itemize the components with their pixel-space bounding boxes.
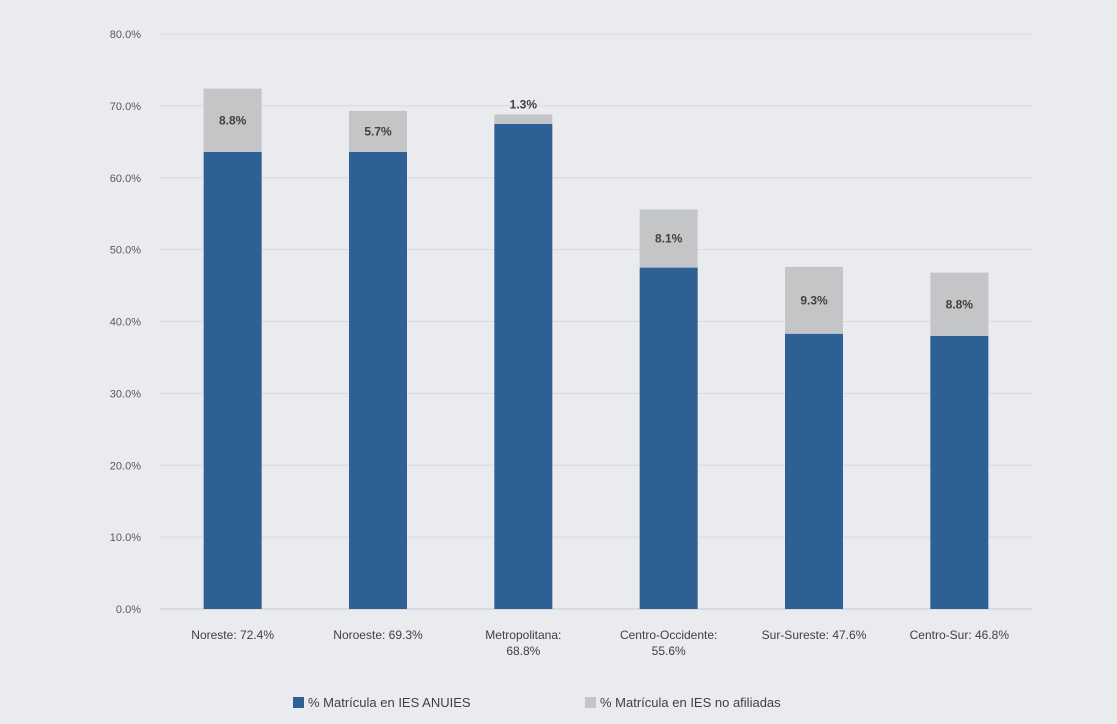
data-label: 8.1%: [655, 231, 683, 245]
category-label: 68.8%: [506, 644, 540, 658]
y-tick-label: 0.0%: [116, 604, 141, 616]
bar-no-afiliadas: [785, 266, 843, 334]
bar-no-afiliadas: [639, 209, 698, 268]
category-label: Noroeste: 69.3%: [333, 628, 423, 642]
data-label: 8.8%: [219, 113, 247, 127]
bar-anuies: [639, 267, 698, 609]
data-labels: 8.8% 5.7% 1.3% 8.1% 9.3% 8.8%: [219, 98, 973, 312]
bar-anuies: [494, 123, 553, 609]
data-label: 1.3%: [510, 98, 538, 112]
y-tick-label: 80.0%: [110, 29, 141, 41]
legend-swatch: [293, 697, 304, 708]
gridlines: [160, 33, 1032, 610]
legend-label: % Matrícula en IES ANUIES: [308, 695, 471, 710]
category-label: 55.6%: [652, 644, 686, 658]
data-label: 8.8%: [946, 297, 974, 311]
y-tick-label: 10.0%: [110, 532, 141, 544]
bar-anuies: [203, 151, 262, 609]
bars: [203, 88, 989, 609]
x-axis-categories: Noreste: 72.4% Noroeste: 69.3% Metropolita…: [191, 628, 1009, 658]
bar-anuies: [785, 333, 843, 609]
category-label: Noreste: 72.4%: [191, 628, 274, 642]
y-tick-label: 60.0%: [110, 173, 141, 185]
bar-no-afiliadas: [203, 88, 262, 152]
data-label: 9.3%: [800, 293, 828, 307]
y-tick-label: 70.0%: [110, 101, 141, 113]
category-label: Centro-Sur: 46.8%: [910, 628, 1010, 642]
y-axis-ticks: 0.0% 10.0% 20.0% 30.0% 40.0% 50.0% 60.0% 70.0% 8…: [110, 29, 141, 616]
bar-no-afiliadas: [930, 272, 989, 336]
bar-no-afiliadas: [494, 114, 553, 124]
category-label: Sur-Sureste: 47.6%: [762, 628, 867, 642]
y-tick-label: 50.0%: [110, 245, 141, 257]
category-label: Centro-Occidente:: [620, 628, 717, 642]
y-tick-label: 40.0%: [110, 317, 141, 329]
category-label: Metropolitana:: [485, 628, 561, 642]
legend-swatch: [585, 697, 596, 708]
data-label: 5.7%: [364, 124, 392, 138]
y-tick-label: 30.0%: [110, 388, 141, 400]
bar-anuies: [930, 335, 989, 609]
bar-anuies: [349, 151, 407, 609]
bar-no-afiliadas: [349, 110, 407, 152]
y-tick-label: 20.0%: [110, 460, 141, 472]
legend-label: % Matrícula en IES no afiliadas: [600, 695, 781, 710]
legend: % Matrícula en IES ANUIES % Matrícula en …: [293, 695, 781, 710]
